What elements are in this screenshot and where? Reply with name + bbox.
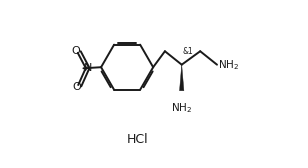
Text: O: O <box>72 46 81 56</box>
Text: NH$_2$: NH$_2$ <box>218 58 239 72</box>
Text: &1: &1 <box>183 47 194 56</box>
Polygon shape <box>180 65 184 91</box>
Text: O: O <box>72 81 81 92</box>
Text: NH$_2$: NH$_2$ <box>171 101 192 115</box>
Text: N: N <box>83 63 92 73</box>
Text: HCl: HCl <box>126 133 148 146</box>
